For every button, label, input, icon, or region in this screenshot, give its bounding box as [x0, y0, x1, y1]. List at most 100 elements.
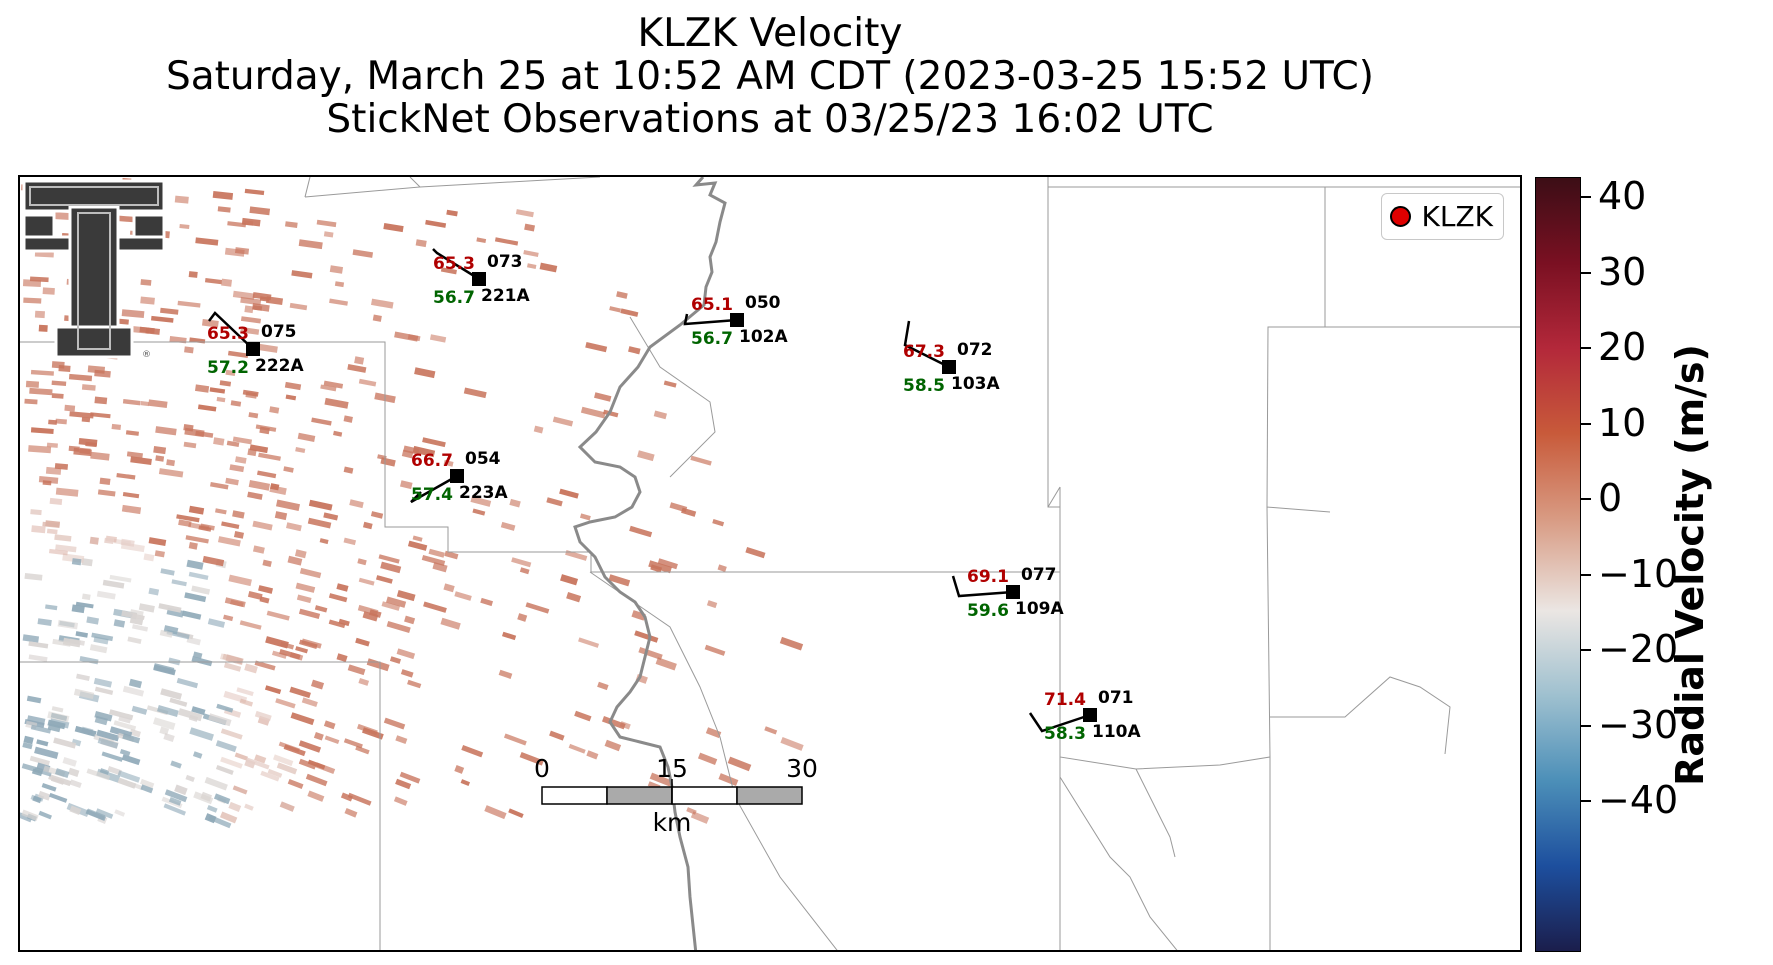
station-marker — [1006, 585, 1020, 599]
velocity-gate — [249, 206, 271, 216]
velocity-gate — [37, 618, 52, 626]
colorbar-tick-mark — [1581, 498, 1591, 500]
velocity-gate — [712, 519, 725, 527]
velocity-gate — [546, 497, 563, 507]
velocity-gate — [116, 473, 136, 480]
velocity-gate — [395, 778, 412, 790]
velocity-gate — [764, 726, 778, 735]
station-marker — [942, 360, 956, 374]
velocity-gate — [174, 784, 188, 796]
station-110A[interactable]: 71.4 071 58.3 110A — [1028, 688, 1141, 744]
velocity-gate — [432, 562, 448, 573]
velocity-gate — [254, 710, 272, 722]
station-marker — [450, 469, 464, 483]
velocity-gate — [55, 768, 70, 778]
velocity-gate — [653, 410, 667, 420]
velocity-gate — [407, 334, 421, 342]
velocity-gate — [686, 807, 697, 815]
velocity-gate — [28, 641, 49, 649]
colorbar-tick-mark — [1581, 800, 1591, 802]
velocity-gate — [131, 624, 149, 632]
velocity-gate — [443, 459, 454, 467]
velocity-gate — [188, 505, 205, 515]
velocity-gate — [594, 392, 612, 402]
velocity-gate — [508, 808, 524, 818]
velocity-gate — [283, 744, 306, 757]
velocity-gate — [354, 356, 365, 365]
scale-segment-white-2 — [671, 786, 738, 805]
station-221A[interactable]: 65.3 073 56.7 221A — [432, 248, 530, 308]
velocity-map[interactable]: 65.3 075 57.2 222A 65.3 073 56.7 221A 65.1 050 56.… — [18, 175, 1522, 952]
velocity-gate — [47, 711, 70, 723]
velocity-gate — [143, 553, 155, 562]
velocity-gate — [30, 724, 52, 734]
velocity-gate — [311, 417, 332, 426]
velocity-gate — [780, 737, 804, 751]
velocity-gate — [191, 585, 211, 595]
station-102A[interactable]: 65.1 050 56.7 102A — [683, 293, 788, 349]
velocity-gate — [229, 464, 245, 473]
velocity-gate — [117, 777, 137, 789]
velocity-gate — [30, 509, 42, 516]
velocity-gate — [484, 805, 507, 820]
station-109A[interactable]: 69.1 077 59.6 109A — [951, 565, 1064, 621]
velocity-gate — [85, 441, 97, 448]
velocity-gate — [38, 324, 48, 332]
station-dewpoint: 57.4 — [411, 485, 453, 505]
velocity-gate — [210, 481, 229, 490]
colorbar-tick-label: 20 — [1598, 325, 1647, 369]
station-dewpoint: 56.7 — [433, 288, 475, 308]
velocity-gate — [323, 231, 334, 238]
velocity-gate — [338, 618, 350, 627]
velocity-gate — [30, 369, 54, 376]
velocity-gate — [204, 813, 217, 824]
velocity-gate — [233, 531, 245, 539]
velocity-gate — [310, 679, 325, 690]
velocity-gate — [22, 279, 42, 287]
velocity-gate — [727, 756, 752, 772]
station-103A[interactable]: 67.3 072 58.5 103A — [903, 320, 1000, 396]
velocity-gate — [227, 221, 247, 228]
velocity-gate — [87, 365, 106, 374]
velocity-gate — [256, 343, 278, 353]
colorbar-tick-mark — [1581, 196, 1591, 198]
station-222A[interactable]: 65.3 075 57.2 222A — [207, 311, 304, 378]
velocity-gate — [74, 725, 97, 737]
station-223A[interactable]: 66.7 054 57.4 223A — [410, 449, 508, 505]
velocity-gate — [295, 646, 309, 654]
velocity-gate — [51, 393, 64, 399]
velocity-gate — [260, 770, 280, 782]
velocity-gate — [114, 809, 126, 817]
velocity-gate — [184, 346, 194, 354]
velocity-gate — [285, 221, 298, 228]
velocity-gate — [81, 558, 93, 567]
velocity-gate — [539, 262, 558, 273]
velocity-gate — [53, 737, 77, 749]
velocity-gate — [511, 557, 532, 568]
velocity-gate — [648, 560, 672, 574]
velocity-gate — [216, 703, 234, 713]
velocity-gate — [358, 378, 377, 387]
velocity-gate — [153, 717, 176, 731]
velocity-gate — [631, 610, 646, 621]
velocity-gate — [154, 550, 165, 558]
colorbar-tick-mark — [1581, 347, 1591, 349]
velocity-gate — [31, 768, 43, 777]
velocity-gate — [225, 477, 239, 486]
velocity-gate — [386, 621, 411, 634]
velocity-gate — [523, 250, 539, 258]
velocity-gate — [73, 447, 92, 457]
velocity-gate — [128, 678, 143, 689]
velocity-gate — [119, 748, 131, 757]
velocity-gate — [121, 504, 142, 515]
velocity-gate — [258, 585, 274, 594]
velocity-gate — [294, 549, 307, 559]
velocity-gate — [259, 596, 270, 604]
velocity-gate — [296, 594, 312, 604]
velocity-gate — [395, 735, 408, 745]
velocity-gate — [655, 657, 677, 671]
velocity-gate — [240, 316, 262, 324]
velocity-gate — [38, 810, 52, 820]
scale-segment-gray-1 — [606, 786, 673, 805]
velocity-gate — [129, 728, 141, 738]
